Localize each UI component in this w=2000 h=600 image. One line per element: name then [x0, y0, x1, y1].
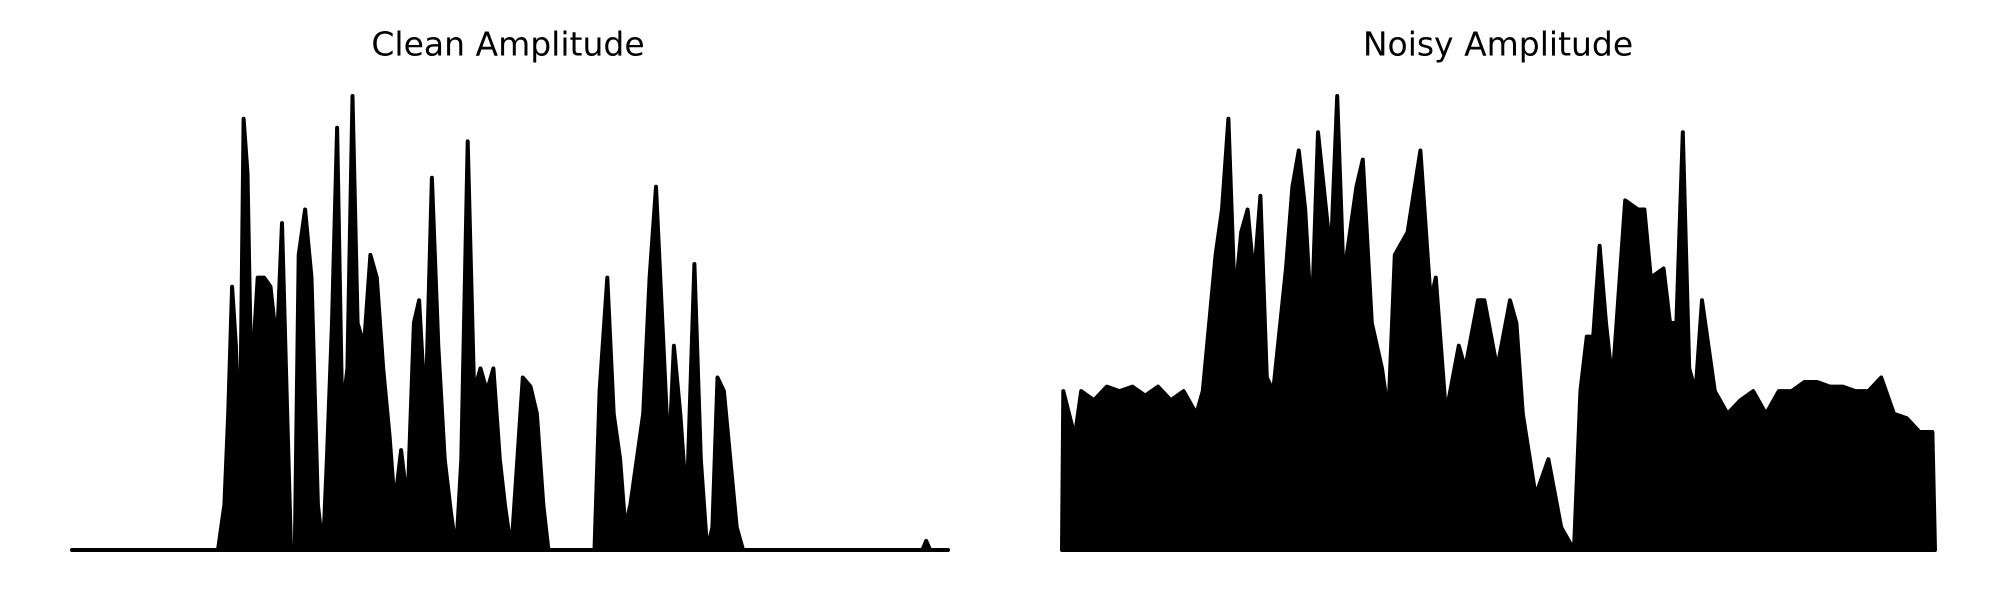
amplitude-area [1060, 94, 1937, 552]
chart-title: Clean Amplitude [371, 25, 644, 64]
amplitude-area [70, 94, 950, 552]
chart-title: Noisy Amplitude [1363, 25, 1633, 64]
panel: Noisy Amplitude [1060, 25, 1937, 552]
panel: Clean Amplitude [70, 25, 950, 552]
